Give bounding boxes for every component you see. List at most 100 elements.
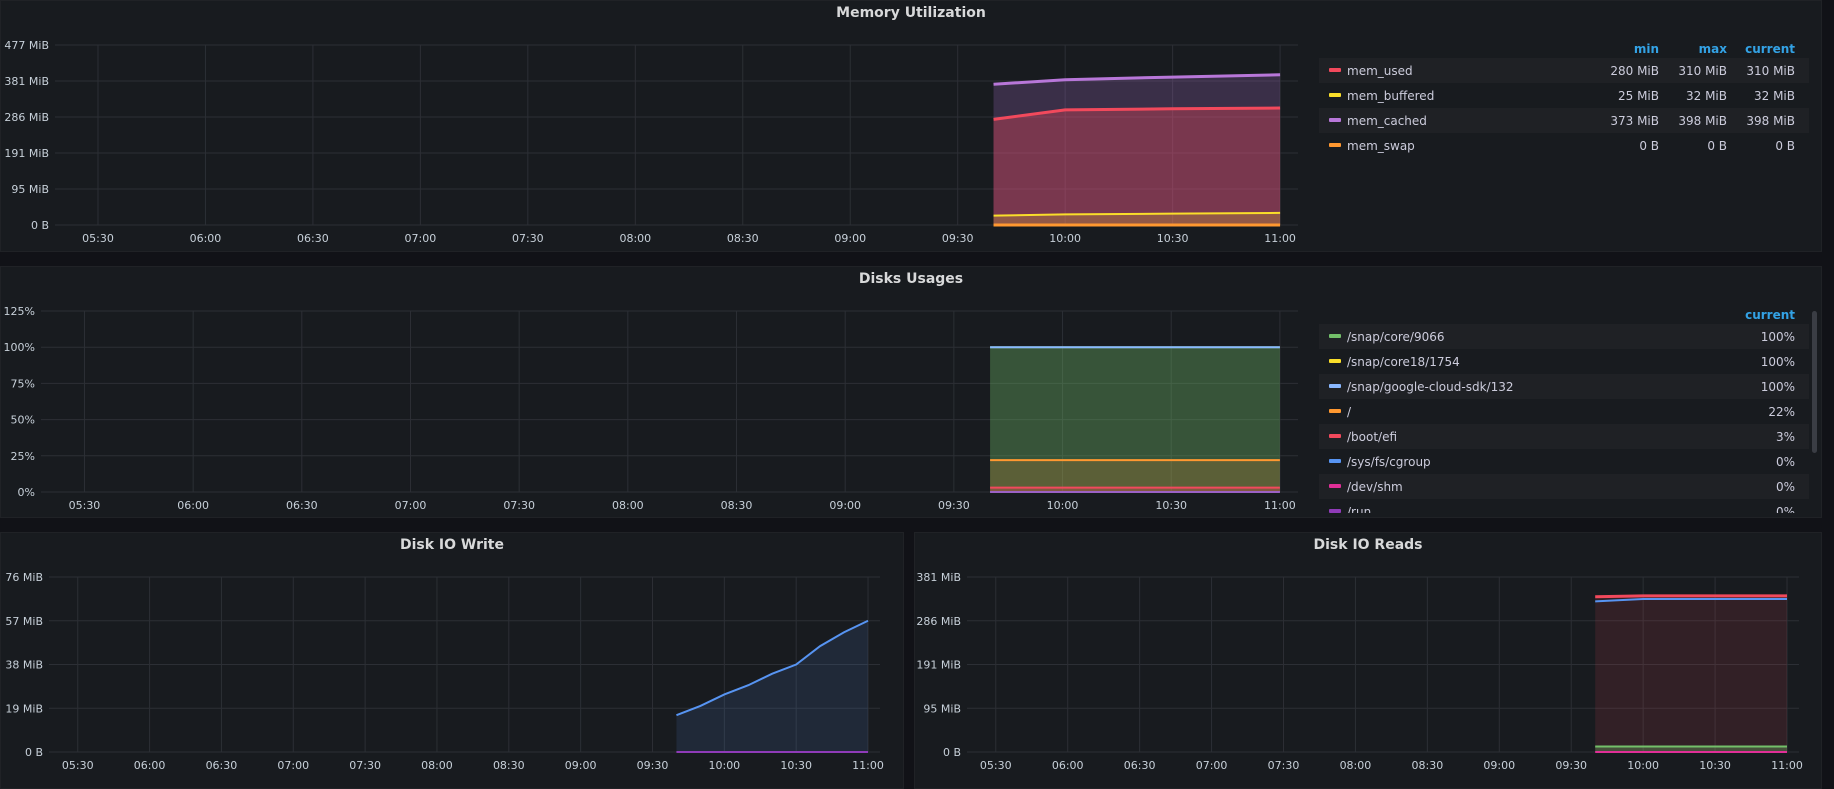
x-tick-label: 08:30 xyxy=(721,499,753,512)
x-tick-label: 09:00 xyxy=(565,759,597,772)
x-tick-label: 06:00 xyxy=(177,499,209,512)
legend-header-current[interactable]: current xyxy=(1745,307,1795,322)
legend-name[interactable]: mem_cached xyxy=(1319,108,1605,133)
x-tick-label: 08:00 xyxy=(1340,759,1372,772)
legend-item-disk[interactable]: /sys/fs/cgroup 0% xyxy=(1319,449,1809,474)
x-tick-label: 08:30 xyxy=(493,759,525,772)
legend-header-max[interactable]: max xyxy=(1698,41,1727,56)
legend-name[interactable]: mem_swap xyxy=(1319,133,1605,158)
legend-item-disk[interactable]: / 22% xyxy=(1319,399,1809,424)
panel-title[interactable]: Disk IO Write xyxy=(399,537,504,553)
x-tick-label: 11:00 xyxy=(1264,232,1296,245)
legend-item-disk[interactable]: /run 0% xyxy=(1319,499,1809,513)
x-tick-label: 06:30 xyxy=(206,759,238,772)
legend-item-disk[interactable]: /snap/core/9066 100% xyxy=(1319,324,1809,349)
x-tick-label: 10:30 xyxy=(1699,759,1731,772)
legend-current: 0 B xyxy=(1775,138,1795,153)
y-tick-label: 100% xyxy=(4,341,35,354)
x-tick-label: 06:30 xyxy=(1124,759,1156,772)
x-tick-label: 10:00 xyxy=(1049,232,1081,245)
x-tick-label: 10:30 xyxy=(780,759,812,772)
x-tick-label: 06:30 xyxy=(286,499,318,512)
legend-item-disk[interactable]: /snap/google-cloud-sdk/132 100% xyxy=(1319,374,1809,399)
legend-name[interactable]: /run xyxy=(1319,499,1741,513)
legend-name[interactable]: mem_buffered xyxy=(1319,83,1605,108)
x-tick-label: 08:00 xyxy=(421,759,453,772)
y-tick-label: 57 MiB xyxy=(5,615,43,628)
series-area xyxy=(993,74,1281,226)
legend-item-disk[interactable]: /boot/efi 3% xyxy=(1319,424,1809,449)
legend-name[interactable]: /dev/shm xyxy=(1319,474,1741,499)
disk-io-write-panel: Disk IO Write 76 MiB 57 MiB 38 MiB 19 MiB 0 … xyxy=(0,532,904,789)
x-tick-label: 07:00 xyxy=(395,499,427,512)
legend-current: 0% xyxy=(1741,474,1809,499)
x-tick-label: 11:00 xyxy=(1771,759,1803,772)
legend-header-min[interactable]: min xyxy=(1633,41,1659,56)
legend-color-swatch xyxy=(1329,509,1341,513)
legend-item-mem_swap[interactable]: mem_swap 0 B 0 B 0 B xyxy=(1319,133,1809,158)
legend-item-disk[interactable]: /snap/core18/1754 100% xyxy=(1319,349,1809,374)
series-line xyxy=(993,73,1281,86)
legend-item-disk[interactable]: /dev/shm 0% xyxy=(1319,474,1809,499)
y-tick-label: 95 MiB xyxy=(923,702,961,715)
legend-max: 310 MiB xyxy=(1673,58,1741,83)
legend-label: /snap/core/9066 xyxy=(1347,329,1445,344)
series-area xyxy=(1595,746,1788,752)
x-tick-label: 05:30 xyxy=(69,499,101,512)
legend-name[interactable]: / xyxy=(1319,399,1741,424)
x-tick-label: 06:00 xyxy=(190,232,222,245)
x-tick-label: 11:00 xyxy=(852,759,884,772)
legend-item-mem_buffered[interactable]: mem_buffered 25 MiB 32 MiB 32 MiB xyxy=(1319,83,1809,108)
legend-label: /sys/fs/cgroup xyxy=(1347,454,1431,469)
legend-min: 0 B xyxy=(1639,138,1659,153)
legend-label: mem_buffered xyxy=(1347,88,1435,103)
y-tick-label: 381 MiB xyxy=(916,571,961,584)
legend-current: 0% xyxy=(1775,454,1795,469)
x-tick-label: 08:30 xyxy=(1412,759,1444,772)
y-tick-label: 286 MiB xyxy=(4,111,49,124)
legend-name[interactable]: /snap/google-cloud-sdk/132 xyxy=(1319,374,1741,399)
legend-item-mem_used[interactable]: mem_used 280 MiB 310 MiB 310 MiB xyxy=(1319,58,1809,83)
legend-scrollbar[interactable] xyxy=(1812,311,1817,453)
legend-label: mem_swap xyxy=(1347,138,1415,153)
legend-color-swatch xyxy=(1329,459,1341,463)
panel-title[interactable]: Memory Utilization xyxy=(836,5,986,21)
x-tick-label: 05:30 xyxy=(62,759,94,772)
series-line xyxy=(676,619,869,717)
memory-chart: 477 MiB 381 MiB 286 MiB 191 MiB 95 MiB 0 B 05:… xyxy=(4,39,1298,245)
legend-color-swatch xyxy=(1329,384,1341,388)
x-tick-label: 05:30 xyxy=(980,759,1012,772)
legend-name[interactable]: /snap/core18/1754 xyxy=(1319,349,1741,374)
legend-name[interactable]: /boot/efi xyxy=(1319,424,1741,449)
panel-title[interactable]: Disks Usages xyxy=(858,271,964,287)
legend-color-swatch xyxy=(1329,409,1341,413)
legend-name[interactable]: /sys/fs/cgroup xyxy=(1319,449,1741,474)
panel-title[interactable]: Disk IO Reads xyxy=(1313,537,1423,553)
series-line xyxy=(993,106,1281,121)
legend-label: /snap/core18/1754 xyxy=(1347,354,1460,369)
legend-min: 373 MiB xyxy=(1605,108,1673,133)
legend-current: 0% xyxy=(1775,504,1795,514)
series-line xyxy=(993,211,1281,217)
y-tick-label: 381 MiB xyxy=(4,75,49,88)
y-tick-label: 286 MiB xyxy=(916,615,961,628)
legend-max: 32 MiB xyxy=(1685,88,1727,103)
series-area xyxy=(990,347,1280,492)
y-tick-label: 50% xyxy=(11,414,35,427)
legend-item-mem_cached[interactable]: mem_cached 373 MiB 398 MiB 398 MiB xyxy=(1319,108,1809,133)
y-tick-label: 76 MiB xyxy=(5,571,43,584)
legend-name[interactable]: /snap/core/9066 xyxy=(1319,324,1741,349)
legend-name[interactable]: mem_used xyxy=(1319,58,1605,83)
series-area xyxy=(676,620,869,752)
y-tick-label: 75% xyxy=(11,377,35,390)
legend-color-swatch xyxy=(1329,143,1341,147)
series-area xyxy=(1595,595,1788,752)
series-area xyxy=(990,487,1280,492)
legend-color-swatch xyxy=(1329,434,1341,438)
x-tick-label: 10:00 xyxy=(1047,499,1079,512)
x-tick-label: 08:30 xyxy=(727,232,759,245)
legend-label: mem_cached xyxy=(1347,113,1427,128)
legend-header-current[interactable]: current xyxy=(1745,41,1795,56)
disk-io-reads-panel: Disk IO Reads 381 MiB 286 MiB 191 MiB 95 Mi… xyxy=(914,532,1822,789)
x-tick-label: 09:00 xyxy=(829,499,861,512)
